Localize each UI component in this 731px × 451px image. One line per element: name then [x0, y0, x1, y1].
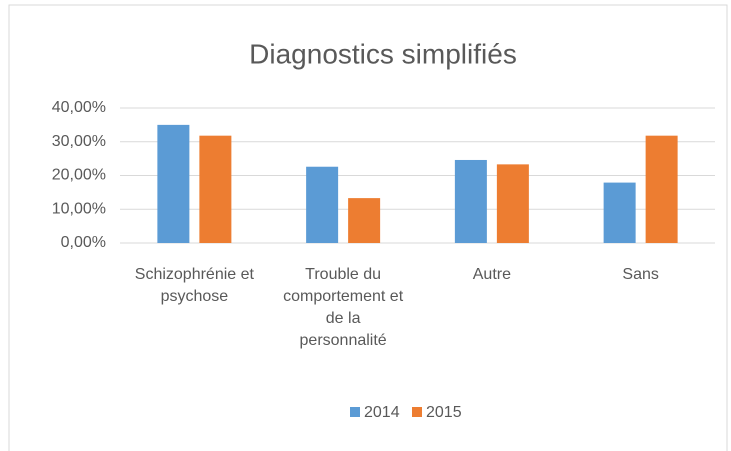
legend-label: 2015: [426, 404, 462, 421]
x-tick-label: Sans: [622, 266, 659, 283]
y-tick-label: 40,00%: [52, 99, 106, 116]
chart-title: Diagnostics simplifiés: [249, 38, 517, 69]
bar: [454, 159, 487, 243]
legend-swatch: [412, 407, 422, 417]
x-tick-label: Schizophrénie et psychose: [134, 266, 254, 305]
x-tick-label: Trouble du comportement et de la personn…: [283, 266, 404, 349]
y-tick-label: 10,00%: [52, 200, 106, 217]
bar: [645, 135, 678, 243]
y-tick-label: 20,00%: [52, 167, 106, 184]
x-tick-label: Autre: [472, 266, 511, 283]
y-tick-label: 0,00%: [61, 234, 106, 251]
bar: [496, 164, 529, 243]
bar: [306, 166, 339, 243]
bar: [603, 182, 636, 243]
legend-swatch: [350, 407, 360, 417]
bar: [157, 124, 190, 243]
y-tick-label: 30,00%: [52, 133, 106, 150]
legend-label: 2014: [364, 404, 400, 421]
bar: [199, 135, 232, 243]
bar: [348, 198, 381, 243]
